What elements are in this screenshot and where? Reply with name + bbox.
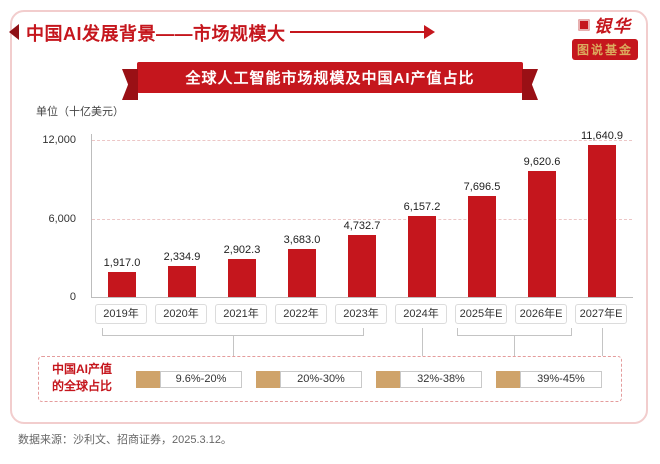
range-marker: [256, 371, 280, 388]
bar-2019年: [108, 272, 136, 297]
share-range-groups: 9.6%-20% 20%-30% 32%-38% 39%-45%: [136, 371, 602, 388]
page-title: 中国AI发展背景——市场规模大: [26, 24, 286, 44]
range-marker: [136, 371, 160, 388]
x-axis-labels: 2019年 2020年 2021年 2022年 2023年 2024年 2025年E 2026…: [92, 304, 632, 324]
x-tick-box: 2026年E: [515, 304, 567, 324]
title-divider-arrow-icon: [424, 25, 435, 39]
chart-plot: 1,917.0 2,334.9 2,902.3 3,683.0 4,732.7 6,157…: [92, 130, 632, 297]
bar-value-label: 2,334.9: [163, 251, 201, 263]
gridline-6000: [92, 218, 632, 220]
x-tick-box: 2021年: [215, 304, 267, 324]
bar-value-label: 3,683.0: [283, 234, 321, 246]
brand-name: 银华: [593, 17, 632, 36]
x-tick-box: 2023年: [335, 304, 387, 324]
brand-logo: 银华 图说基金: [571, 12, 638, 60]
x-axis-line: [91, 297, 633, 298]
share-range-box: 9.6%-20%: [160, 371, 242, 388]
gridline-12000: [92, 140, 632, 141]
x-tick-box: 2027年E: [575, 304, 627, 324]
bracket-2024: [422, 328, 423, 356]
chart-title-banner: 全球人工智能市场规模及中国AI产值占比: [137, 62, 523, 93]
bar-2023年: [348, 235, 376, 297]
bar-value-label: 7,696.5: [463, 181, 501, 193]
x-tick-box: 2025年E: [455, 304, 507, 324]
bar-value-label: 1,917.0: [103, 257, 141, 269]
y-tick-label: 6,000: [48, 212, 76, 225]
bracket-2025-2026: [457, 328, 572, 336]
bar-2026年E: [528, 171, 556, 297]
share-range-group: 9.6%-20%: [136, 371, 242, 388]
share-range-box: 39%-45%: [520, 371, 602, 388]
x-tick-box: 2022年: [275, 304, 327, 324]
bar-2022年: [288, 249, 316, 297]
brand-seal-icon: [577, 18, 590, 31]
share-range-group: 32%-38%: [376, 371, 482, 388]
y-tick-label: 0: [69, 291, 76, 303]
bar-value-label: 11,640.9: [580, 130, 623, 142]
share-range-box: 32%-38%: [400, 371, 482, 388]
share-range-group: 20%-30%: [256, 371, 362, 388]
range-marker: [376, 371, 400, 388]
y-axis-unit-label: 单位（十亿美元）: [36, 106, 124, 118]
bar-2020年: [168, 266, 196, 297]
bar-value-label: 9,620.6: [523, 156, 561, 168]
brand-logo-top: 银华: [572, 12, 638, 37]
x-tick-box: 2020年: [155, 304, 207, 324]
bar-2025年E: [468, 196, 496, 297]
y-axis-ticks: 12,000 6,000 0: [28, 134, 84, 303]
share-range-group: 39%-45%: [496, 371, 602, 388]
x-tick-box: 2024年: [395, 304, 447, 324]
bar-2027年E: [588, 145, 616, 297]
title-divider-line: [290, 31, 424, 33]
share-panel-label-line1: 中国AI产值: [52, 362, 113, 376]
x-tick-box: 2019年: [95, 304, 147, 324]
bar-2021年: [228, 259, 256, 297]
y-tick-label: 12,000: [42, 134, 76, 146]
share-panel-label-line2: 的全球占比: [52, 379, 113, 394]
range-marker: [496, 371, 520, 388]
share-panel-label: 中国AI产值 的全球占比: [52, 361, 112, 396]
title-ribbon-notch-icon: [9, 24, 19, 40]
bracket-drop-1: [233, 336, 234, 356]
bracket-2027: [602, 328, 603, 356]
bracket-drop-3: [514, 336, 515, 356]
outer-frame: [10, 10, 648, 424]
bar-value-label: 2,902.3: [223, 244, 261, 256]
bar-value-label: 4,732.7: [343, 220, 381, 232]
data-source-note: 数据来源：沙利文、招商证券，2025.3.12。: [18, 434, 232, 446]
bar-value-label: 6,157.2: [403, 201, 441, 213]
bracket-2019-2023: [102, 328, 364, 336]
brand-series-badge: 图说基金: [571, 39, 638, 60]
share-panel: [38, 356, 622, 402]
share-range-box: 20%-30%: [280, 371, 362, 388]
bar-2024年: [408, 216, 436, 297]
y-axis-line: [91, 134, 92, 298]
